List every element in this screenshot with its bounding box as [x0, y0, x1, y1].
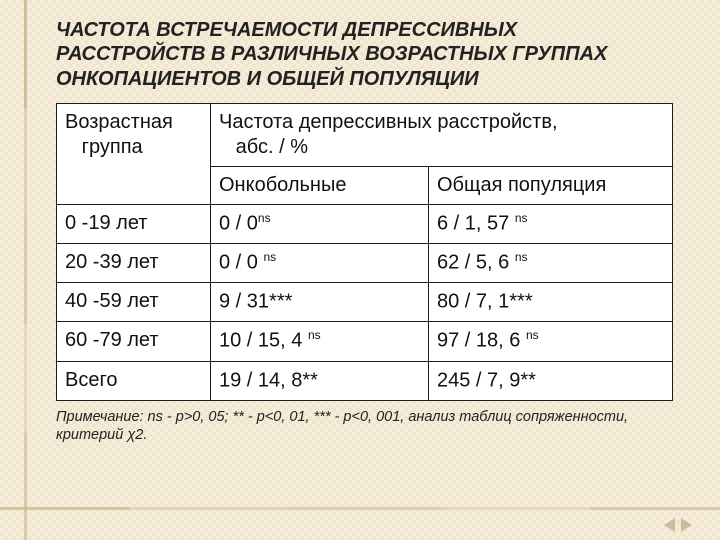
table-row: 60 -79 лет 10 / 15, 4 ns 97 / 18, 6 ns: [57, 322, 673, 361]
cell-pop: 6 / 1, 57 ns: [429, 205, 673, 244]
cell-pop: 245 / 7, 9**: [429, 361, 673, 400]
cell-age: 40 -59 лет: [57, 283, 211, 322]
cell-onco-val: 10 / 15, 4: [219, 330, 308, 352]
cell-onco-val: 9 / 31***: [219, 291, 292, 313]
cell-age: Всего: [57, 361, 211, 400]
cell-pop: 80 / 7, 1***: [429, 283, 673, 322]
cell-age: 20 -39 лет: [57, 244, 211, 283]
header-freq: Частота депрессивных расстройств, абс. /…: [211, 104, 673, 167]
header-age-group: Возрастная группа: [57, 104, 211, 205]
cell-onco: 10 / 15, 4 ns: [211, 322, 429, 361]
cell-pop-sup: ns: [515, 250, 528, 264]
cell-onco-val: 0 / 0: [219, 213, 258, 235]
table-row: 0 -19 лет 0 / 0ns 6 / 1, 57 ns: [57, 205, 673, 244]
header-age-line2: группа: [82, 136, 143, 158]
cell-onco: 9 / 31***: [211, 283, 429, 322]
cell-pop: 62 / 5, 6 ns: [429, 244, 673, 283]
cell-onco: 19 / 14, 8**: [211, 361, 429, 400]
footnote: Примечание: ns - p>0, 05; ** - p<0, 01, …: [56, 408, 680, 445]
cell-onco-val: 19 / 14, 8**: [219, 369, 318, 391]
cell-onco: 0 / 0 ns: [211, 244, 429, 283]
cell-pop-sup: ns: [526, 328, 539, 342]
cell-pop-val: 97 / 18, 6: [437, 330, 526, 352]
vertical-accent-bar: [24, 0, 27, 540]
cell-age: 0 -19 лет: [57, 205, 211, 244]
cell-pop-val: 62 / 5, 6: [437, 252, 515, 274]
table-row: 40 -59 лет 9 / 31*** 80 / 7, 1***: [57, 283, 673, 322]
cell-pop-val: 245 / 7, 9**: [437, 369, 536, 391]
cell-pop: 97 / 18, 6 ns: [429, 322, 673, 361]
slide-title: ЧАСТОТА ВСТРЕЧАЕМОСТИ ДЕПРЕССИВНЫХ РАССТ…: [56, 18, 680, 91]
slide-nav: [664, 518, 692, 532]
header-freq-line1: Частота депрессивных расстройств,: [219, 111, 558, 133]
header-onco: Онкобольные: [211, 166, 429, 204]
cell-onco: 0 / 0ns: [211, 205, 429, 244]
data-table: Возрастная группа Частота депрессивных р…: [56, 103, 673, 400]
table-row: Всего 19 / 14, 8** 245 / 7, 9**: [57, 361, 673, 400]
slide: ЧАСТОТА ВСТРЕЧАЕМОСТИ ДЕПРЕССИВНЫХ РАССТ…: [0, 0, 720, 540]
cell-pop-val: 6 / 1, 57: [437, 213, 515, 235]
cell-pop-val: 80 / 7, 1***: [437, 291, 533, 313]
header-pop: Общая популяция: [429, 166, 673, 204]
next-slide-icon[interactable]: [681, 518, 692, 532]
cell-pop-sup: ns: [515, 211, 528, 225]
cell-onco-sup: ns: [308, 328, 321, 342]
header-freq-line2: абс. / %: [236, 136, 308, 158]
cell-onco-sup: ns: [258, 211, 271, 225]
cell-age: 60 -79 лет: [57, 322, 211, 361]
header-age-line1: Возрастная: [65, 111, 173, 133]
cell-onco-sup: ns: [263, 250, 276, 264]
table-row: 20 -39 лет 0 / 0 ns 62 / 5, 6 ns: [57, 244, 673, 283]
cell-onco-val: 0 / 0: [219, 252, 263, 274]
horizontal-accent-bar: [0, 507, 720, 510]
prev-slide-icon[interactable]: [664, 518, 675, 532]
table-header-row-1: Возрастная группа Частота депрессивных р…: [57, 104, 673, 167]
